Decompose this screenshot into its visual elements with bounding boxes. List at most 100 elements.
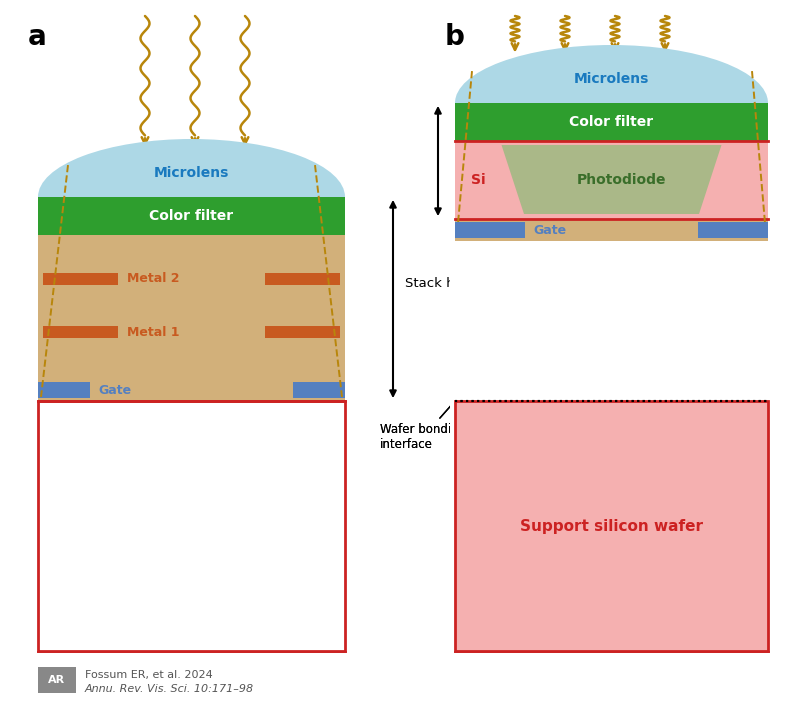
Bar [43, 273, 118, 285]
Bar [38, 270, 345, 288]
Bar [38, 341, 345, 379]
Bar [720, 292, 758, 306]
Bar [460, 292, 550, 306]
Bar [455, 281, 768, 321]
Ellipse shape [455, 45, 768, 161]
Text: Metal 1: Metal 1 [566, 255, 618, 267]
Bar [38, 197, 345, 235]
Bar [265, 326, 340, 338]
Bar [710, 372, 755, 386]
Text: Metal 2: Metal 2 [127, 272, 179, 286]
Text: Si: Si [471, 173, 486, 187]
Text: Metal 4: Metal 4 [556, 375, 609, 387]
Text: Stack height: Stack height [405, 277, 489, 291]
Text: Photodiode: Photodiode [146, 459, 236, 473]
Bar [43, 326, 118, 338]
Ellipse shape [38, 139, 345, 255]
Text: AR: AR [49, 675, 66, 685]
Text: Metal 2: Metal 2 [556, 294, 609, 307]
Bar [455, 241, 768, 281]
Bar [720, 252, 760, 266]
Text: Photodiode: Photodiode [577, 173, 666, 187]
Bar [455, 401, 768, 651]
Bar [293, 382, 345, 398]
Bar [38, 235, 345, 270]
Bar [38, 341, 345, 379]
Bar [665, 252, 713, 266]
Text: Metal 1: Metal 1 [127, 326, 179, 338]
Text: Microlens: Microlens [154, 166, 229, 180]
Bar [610, 292, 685, 306]
Text: Support silicon wafer: Support silicon wafer [520, 518, 703, 533]
Bar [38, 401, 345, 651]
Polygon shape [502, 145, 722, 214]
Bar [685, 332, 740, 346]
Bar [455, 219, 768, 241]
Text: Gate: Gate [533, 223, 566, 237]
Text: Wafer bonding
interface: Wafer bonding interface [380, 403, 466, 451]
Bar [455, 222, 525, 238]
Bar [455, 103, 768, 141]
Bar [38, 270, 345, 288]
Bar [595, 372, 695, 386]
Text: Wafer bonding
interface: Wafer bonding interface [380, 403, 466, 451]
Text: Metal 3: Metal 3 [581, 334, 634, 348]
Bar [455, 401, 768, 651]
Bar [698, 222, 768, 238]
Bar [665, 252, 713, 266]
Bar [455, 222, 525, 238]
Bar [460, 292, 550, 306]
Text: Microlens: Microlens [574, 72, 649, 85]
Bar [460, 252, 560, 266]
Bar [455, 281, 768, 321]
Bar [265, 273, 340, 285]
Bar [460, 252, 560, 266]
Bar [38, 382, 90, 398]
Text: Color filter: Color filter [150, 209, 234, 223]
Bar [38, 379, 345, 401]
Bar [38, 235, 345, 270]
Text: Photodiode: Photodiode [577, 173, 666, 187]
Bar [455, 219, 768, 241]
Bar [460, 332, 575, 346]
Text: Metal 1: Metal 1 [566, 255, 618, 267]
Bar [38, 323, 345, 341]
Bar [43, 273, 118, 285]
Text: Metal 4: Metal 4 [556, 375, 609, 387]
Bar [43, 326, 118, 338]
Polygon shape [502, 145, 722, 214]
Bar [610, 292, 685, 306]
Bar [455, 241, 768, 281]
Bar [455, 141, 768, 219]
Text: a: a [28, 23, 46, 51]
Bar [38, 401, 345, 651]
Bar [595, 372, 695, 386]
Bar [460, 372, 550, 386]
Bar [38, 323, 345, 341]
Bar [460, 332, 575, 346]
Text: Gate: Gate [98, 383, 131, 397]
Bar [460, 372, 550, 386]
Text: Color filter: Color filter [570, 115, 654, 129]
Text: Gate: Gate [533, 223, 566, 237]
Bar [38, 667, 76, 693]
Bar [293, 382, 345, 398]
Text: Metal 2: Metal 2 [556, 294, 609, 307]
Bar [38, 379, 345, 401]
Bar [455, 361, 768, 401]
Text: Metal 1: Metal 1 [127, 326, 179, 338]
Bar [455, 361, 768, 401]
Text: Metal 3: Metal 3 [581, 334, 634, 348]
Bar [455, 141, 768, 219]
Text: Si: Si [471, 173, 486, 187]
Bar [720, 252, 760, 266]
Bar [698, 222, 768, 238]
Bar [710, 372, 755, 386]
Bar [720, 292, 758, 306]
Bar [38, 382, 90, 398]
Text: Silicon wafer: Silicon wafer [131, 527, 252, 545]
Bar [685, 332, 740, 346]
Text: Gate: Gate [98, 383, 131, 397]
Text: Color filter: Color filter [150, 209, 234, 223]
Bar [455, 321, 768, 361]
